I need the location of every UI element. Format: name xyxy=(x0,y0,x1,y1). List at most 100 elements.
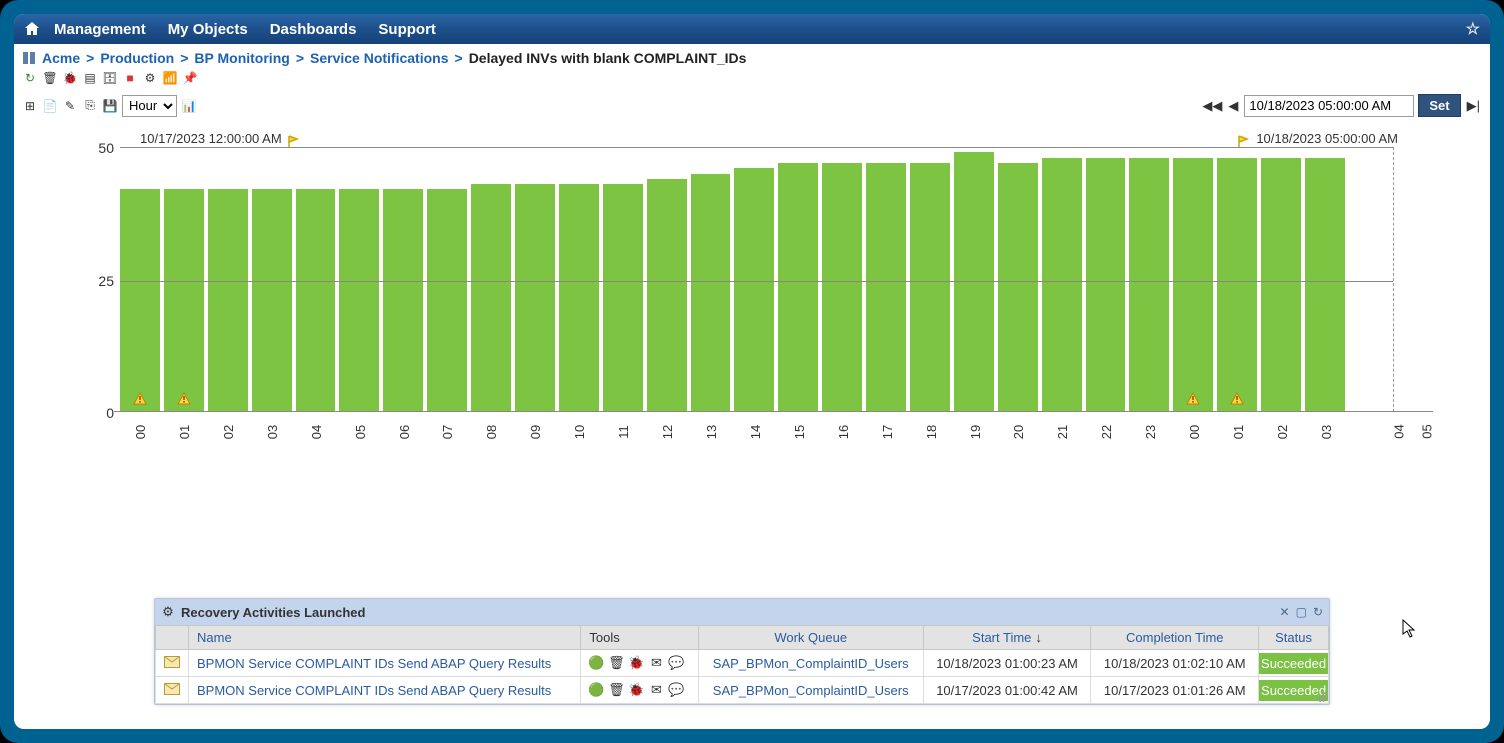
col-name[interactable]: Name xyxy=(189,626,581,650)
bar[interactable] xyxy=(559,184,599,412)
bar[interactable] xyxy=(164,189,204,412)
x-tick: 21 xyxy=(1050,412,1074,452)
bar[interactable] xyxy=(603,184,643,412)
col-envelope[interactable] xyxy=(156,626,189,650)
bar[interactable] xyxy=(647,179,687,412)
save-icon[interactable]: 💾 xyxy=(102,98,118,114)
bar[interactable] xyxy=(515,184,555,412)
bar[interactable] xyxy=(1042,158,1082,412)
chart-start-label: 10/17/2023 12:00:00 AM xyxy=(140,129,303,146)
gear-icon[interactable]: ⚙ xyxy=(142,70,158,86)
pin-icon[interactable]: 📌 xyxy=(182,70,198,86)
table-row[interactable]: BPMON Service COMPLAINT IDs Send ABAP Qu… xyxy=(156,650,1329,677)
mail-icon[interactable]: ✉ xyxy=(649,683,663,697)
menu-dashboards[interactable]: Dashboards xyxy=(270,21,357,38)
resize-handle[interactable] xyxy=(1317,692,1327,702)
panel-gear-icon: ⚙ xyxy=(161,605,175,619)
bar[interactable] xyxy=(822,163,862,412)
row-name-link[interactable]: BPMON Service COMPLAINT IDs Send ABAP Qu… xyxy=(197,683,551,698)
bar[interactable] xyxy=(120,189,160,412)
bar[interactable] xyxy=(691,174,731,413)
menu-management[interactable]: Management xyxy=(54,21,146,38)
x-tick: 20 xyxy=(1006,412,1030,452)
granularity-select[interactable]: Hour xyxy=(122,95,177,117)
datetime-input[interactable] xyxy=(1244,95,1414,117)
time-prev-icon[interactable]: ◀ xyxy=(1226,98,1240,114)
bar[interactable] xyxy=(954,152,994,412)
col-completiontime[interactable]: Completion Time xyxy=(1091,626,1259,650)
bar[interactable] xyxy=(1129,158,1169,412)
run-icon[interactable]: 🟢 xyxy=(589,656,603,670)
trash-icon[interactable]: 🗑 xyxy=(609,656,623,670)
row-completion: 10/18/2023 01:02:10 AM xyxy=(1091,650,1259,677)
table-row[interactable]: BPMON Service COMPLAINT IDs Send ABAP Qu… xyxy=(156,677,1329,704)
y-label: 0 xyxy=(86,405,114,421)
bar[interactable] xyxy=(734,168,774,412)
favorite-icon[interactable]: ☆ xyxy=(1466,19,1480,39)
bar[interactable] xyxy=(1173,158,1213,412)
stop-icon[interactable]: ■ xyxy=(122,70,138,86)
x-tick: 14 xyxy=(743,412,767,452)
panel-close-icon[interactable]: ✕ xyxy=(1280,605,1290,619)
x-tick: 02 xyxy=(1270,412,1294,452)
cursor-icon xyxy=(1402,619,1418,644)
envelope-icon xyxy=(164,682,180,696)
bar[interactable] xyxy=(383,189,423,412)
chart-icon[interactable]: 📊 xyxy=(181,98,197,114)
col-starttime[interactable]: Start Time↓ xyxy=(923,626,1091,650)
bar[interactable] xyxy=(998,163,1038,412)
bar[interactable] xyxy=(910,163,950,412)
col-status[interactable]: Status xyxy=(1259,626,1329,650)
bar[interactable] xyxy=(339,189,379,412)
trash-icon[interactable]: 🗑 xyxy=(42,70,58,86)
col-tools[interactable]: Tools xyxy=(581,626,698,650)
breadcrumb-bpmon[interactable]: BP Monitoring xyxy=(194,50,289,66)
bar[interactable] xyxy=(471,184,511,412)
row-start: 10/18/2023 01:00:23 AM xyxy=(923,650,1091,677)
bar[interactable] xyxy=(208,189,248,412)
workqueue-link[interactable]: SAP_BPMon_ComplaintID_Users xyxy=(713,656,909,671)
bar[interactable] xyxy=(866,163,906,412)
mail-icon[interactable]: ✉ xyxy=(649,656,663,670)
chat-icon[interactable]: 💬 xyxy=(669,656,683,670)
bug-icon[interactable]: 🐞 xyxy=(629,683,643,697)
row-name-link[interactable]: BPMON Service COMPLAINT IDs Send ABAP Qu… xyxy=(197,656,551,671)
db-icon[interactable]: 🗄 xyxy=(102,70,118,86)
workqueue-link[interactable]: SAP_BPMon_ComplaintID_Users xyxy=(713,683,909,698)
bar[interactable] xyxy=(252,189,292,412)
bar[interactable] xyxy=(1217,158,1257,412)
x-tick: 12 xyxy=(655,412,679,452)
menu-myobjects[interactable]: My Objects xyxy=(168,21,248,38)
breadcrumb-production[interactable]: Production xyxy=(100,50,174,66)
bug-icon[interactable]: 🐞 xyxy=(62,70,78,86)
warning-icon xyxy=(177,392,191,409)
bug-icon[interactable]: 🐞 xyxy=(629,656,643,670)
refresh-icon[interactable]: ↻ xyxy=(22,70,38,86)
edit-icon[interactable]: ✎ xyxy=(62,98,78,114)
run-icon[interactable]: 🟢 xyxy=(589,683,603,697)
menu-support[interactable]: Support xyxy=(378,21,436,38)
home-icon[interactable] xyxy=(22,19,42,39)
breadcrumb-servicenotif[interactable]: Service Notifications xyxy=(310,50,449,66)
bar[interactable] xyxy=(427,189,467,412)
panel-refresh-icon[interactable]: ↻ xyxy=(1313,605,1323,619)
time-last-icon[interactable]: ▶| xyxy=(1465,98,1482,114)
bar[interactable] xyxy=(1086,158,1126,412)
copy-icon[interactable]: ⎘ xyxy=(82,98,98,114)
bar[interactable] xyxy=(296,189,336,412)
tree-icon[interactable]: ⊞ xyxy=(22,98,38,114)
signal-icon[interactable]: 📶 xyxy=(162,70,178,86)
set-button[interactable]: Set xyxy=(1418,94,1460,117)
doc-icon[interactable]: 📄 xyxy=(42,98,58,114)
hierarchy-icon[interactable]: ▤ xyxy=(82,70,98,86)
panel-maximize-icon[interactable]: ▢ xyxy=(1296,605,1307,619)
bar[interactable] xyxy=(778,163,818,412)
trash-icon[interactable]: 🗑 xyxy=(609,683,623,697)
time-first-icon[interactable]: ◀◀ xyxy=(1200,98,1224,114)
x-tick: 16 xyxy=(831,412,855,452)
breadcrumb-acme[interactable]: Acme xyxy=(42,50,80,66)
bar[interactable] xyxy=(1305,158,1345,412)
chat-icon[interactable]: 💬 xyxy=(669,683,683,697)
bar[interactable] xyxy=(1261,158,1301,412)
col-workqueue[interactable]: Work Queue xyxy=(698,626,923,650)
